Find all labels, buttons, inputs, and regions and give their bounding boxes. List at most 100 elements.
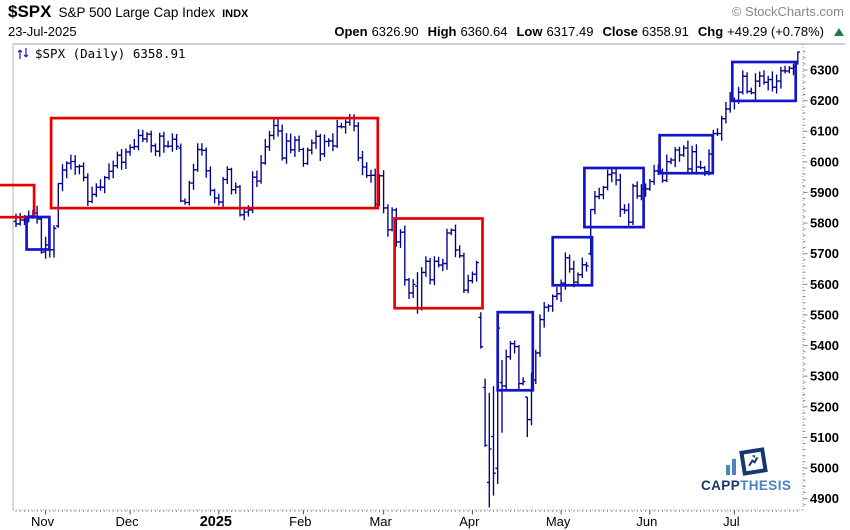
- price-bar: [622, 204, 627, 214]
- consolidation-box-red: [49, 116, 380, 210]
- price-bar: [195, 143, 200, 172]
- price-bar: [301, 147, 306, 167]
- x-axis: Nov Dec 2025 Feb Mar Apr May Jun Jul: [15, 510, 799, 530]
- price-bar: [98, 179, 103, 191]
- consolidation-box-blue: [551, 235, 594, 287]
- price-bar: [233, 182, 238, 194]
- y-axis-label: 5300: [810, 369, 839, 384]
- price-bar: [250, 171, 255, 214]
- price-bar: [740, 70, 746, 95]
- y-axis-label: 5700: [810, 246, 839, 261]
- consolidation-box-red: [393, 217, 484, 310]
- price-bar: [305, 147, 310, 165]
- x-axis-label: Jun: [636, 514, 657, 529]
- price-bar: [284, 133, 289, 164]
- price-bar: [106, 163, 112, 180]
- price-bar: [457, 245, 462, 258]
- logo-text-capp: CAPP: [701, 478, 741, 493]
- consolidation-box-blue: [658, 133, 715, 175]
- price-bar: [187, 180, 192, 206]
- symbol: $SPX: [8, 2, 52, 21]
- quote-label: Close: [602, 24, 638, 39]
- logo-trend-arrow-icon: [748, 455, 759, 467]
- price-bar: [225, 166, 230, 184]
- price-bar: [13, 213, 19, 227]
- price-bar: [94, 183, 99, 198]
- price-bar: [410, 279, 416, 298]
- legend-text: $SPX (Daily) 6358.91: [35, 46, 186, 61]
- price-bar: [761, 70, 767, 85]
- quote-label: Open: [334, 24, 368, 39]
- price-bar: [102, 175, 107, 194]
- price-bar: [672, 147, 678, 168]
- price-bar: [157, 132, 162, 157]
- x-axis-label: Feb: [289, 514, 311, 529]
- price-bar: [140, 129, 146, 143]
- price-bar: [271, 117, 277, 140]
- price-bar: [744, 72, 750, 94]
- price-bar: [322, 134, 327, 158]
- price-bar: [43, 236, 48, 259]
- price-bar: [694, 144, 699, 175]
- y-axis-label: 5600: [810, 277, 839, 292]
- logo-text-thesis: THESIS: [740, 478, 792, 493]
- price-bar: [765, 75, 771, 91]
- price-bar: [334, 119, 340, 148]
- y-axis-label: 5900: [810, 185, 839, 200]
- price-bar: [267, 130, 272, 151]
- quote-item: Close 6358.91: [602, 24, 688, 39]
- cappthesis-logo-text: CAPPTHESIS: [701, 478, 791, 493]
- price-bar: [681, 145, 686, 157]
- consolidation-box-blue: [730, 60, 798, 103]
- quote-value: 6358.91: [641, 24, 689, 39]
- price-bar: [782, 65, 788, 74]
- price-bar: [778, 67, 784, 89]
- price-bar: [309, 139, 315, 155]
- consolidation-box-red: [0, 183, 36, 219]
- quote-item: Open 6326.90: [334, 24, 418, 39]
- price-bar: [34, 205, 40, 224]
- price-bar: [110, 160, 116, 179]
- price-bar: [596, 187, 602, 200]
- x-axis-label: Dec: [116, 514, 140, 529]
- cappthesis-logo-icon: [701, 439, 791, 476]
- price-bar: [571, 260, 577, 288]
- price-bar: [575, 272, 581, 285]
- price-bar: [60, 164, 65, 192]
- price-bar: [508, 341, 513, 360]
- price-bar: [199, 143, 205, 156]
- price-bar: [381, 170, 386, 214]
- y-axis-label: 5100: [810, 430, 839, 445]
- logo-bar-tall: [731, 459, 737, 475]
- price-bar: [757, 71, 762, 87]
- y-axis: 6300 6200 6100 6000 5900 5800 5700 5600 5500 5400…: [803, 51, 839, 506]
- price-bar: [347, 113, 353, 126]
- price-bar: [17, 213, 23, 226]
- price-bar: [482, 378, 488, 447]
- price-bar: [525, 396, 530, 438]
- y-axis-label: 5000: [810, 461, 839, 476]
- price-bar: [275, 117, 281, 137]
- price-bar: [520, 377, 526, 386]
- price-bar: [385, 204, 391, 237]
- price-bar: [706, 149, 712, 176]
- price-bar: [584, 261, 589, 272]
- price-bar: [436, 256, 441, 268]
- price-bar: [402, 225, 408, 286]
- price-bar: [208, 166, 213, 196]
- quote-label: Low: [516, 24, 543, 39]
- price-bar: [647, 179, 653, 191]
- annotation-boxes: [0, 60, 798, 392]
- price-bar: [630, 183, 636, 225]
- price-bar: [753, 73, 758, 101]
- price-bar: [241, 209, 247, 221]
- x-axis-label: Jul: [723, 514, 740, 529]
- y-axis-label: 6000: [810, 154, 839, 169]
- price-bar: [723, 102, 729, 124]
- y-axis-label: 6100: [810, 124, 839, 139]
- price-bar: [203, 147, 209, 178]
- quote-label: Chg: [697, 24, 724, 39]
- price-bar: [161, 131, 167, 153]
- price-bar: [216, 193, 222, 206]
